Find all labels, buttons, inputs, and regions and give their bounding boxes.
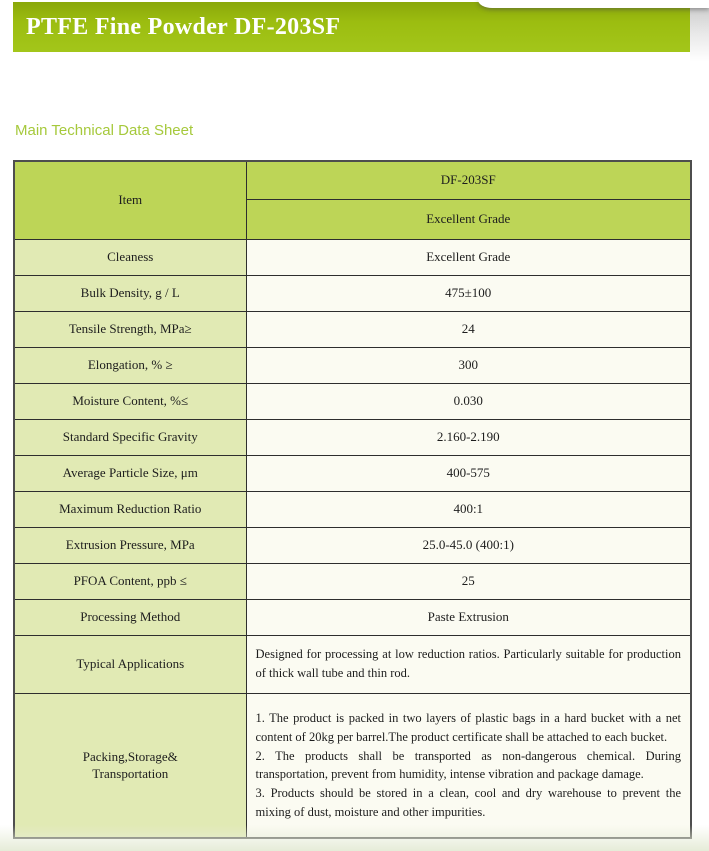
- row-extrusion-pressure: Extrusion Pressure, MPa 25.0-45.0 (400:1…: [13, 526, 692, 564]
- spec-value-cell: 25.0-45.0 (400:1): [245, 526, 692, 564]
- spec-label-cell: Bulk Density, g / L: [13, 274, 247, 312]
- spec-value-cell: Paste Extrusion: [245, 598, 692, 636]
- spec-label-cell: PFOA Content, ppb ≤: [13, 562, 247, 600]
- page-curl-overlay: [478, 0, 709, 8]
- row-moisture-content: Moisture Content, %≤ 0.030: [13, 382, 692, 420]
- spec-value-cell: 2.160-2.190: [245, 418, 692, 456]
- spec-label-cell: Extrusion Pressure, MPa: [13, 526, 247, 564]
- technical-data-table: Item DF-203SF Excellent Grade Cleaness E…: [13, 160, 692, 839]
- spec-value-cell: 400-575: [245, 454, 692, 492]
- row-pfoa-content: PFOA Content, ppb ≤ 25: [13, 562, 692, 600]
- spec-label-cell: Processing Method: [13, 598, 247, 636]
- spec-label-cell: Cleaness: [13, 238, 247, 276]
- spec-value-cell: 475±100: [245, 274, 692, 312]
- row-elongation: Elongation, % ≥ 300: [13, 346, 692, 384]
- packing-note-3: 3. Products should be stored in a clean,…: [255, 786, 682, 819]
- row-cleaness: Cleaness Excellent Grade: [13, 238, 692, 276]
- spec-value-cell: 0.030: [245, 382, 692, 420]
- packing-label-line2: Transportation: [92, 766, 169, 782]
- header-grade-cell: Excellent Grade: [245, 198, 692, 240]
- row-processing-method: Processing Method Paste Extrusion: [13, 598, 692, 636]
- spec-label-cell: Maximum Reduction Ratio: [13, 490, 247, 528]
- product-title-banner: PTFE Fine Powder DF-203SF: [13, 2, 690, 52]
- page-title: PTFE Fine Powder DF-203SF: [26, 14, 341, 40]
- spec-label-cell: Packing,Storage& Transportation: [13, 692, 247, 839]
- row-average-particle-size: Average Particle Size, μm 400-575: [13, 454, 692, 492]
- spec-label-cell: Standard Specific Gravity: [13, 418, 247, 456]
- spec-label-cell: Elongation, % ≥: [13, 346, 247, 384]
- spec-label-cell: Moisture Content, %≤: [13, 382, 247, 420]
- row-maximum-reduction-ratio: Maximum Reduction Ratio 400:1: [13, 490, 692, 528]
- packing-notes-cell: 1. The product is packed in two layers o…: [245, 692, 692, 839]
- section-heading: Main Technical Data Sheet: [15, 122, 194, 139]
- header-product-cell: DF-203SF: [245, 160, 692, 200]
- page-edge-shadow: [690, 0, 709, 62]
- spec-label-cell: Typical Applications: [13, 634, 247, 694]
- table-header-row-grade: Excellent Grade: [14, 198, 692, 240]
- row-standard-specific-gravity: Standard Specific Gravity 2.160-2.190: [13, 418, 692, 456]
- table-header-row-product: Item DF-203SF: [13, 160, 692, 240]
- row-packing-storage-transportation: Packing,Storage& Transportation 1. The p…: [13, 692, 692, 839]
- spec-value-cell: 400:1: [245, 490, 692, 528]
- packing-note-1: 1. The product is packed in two layers o…: [255, 711, 682, 744]
- header-item-cell: Item: [13, 160, 247, 240]
- spec-value-cell: 25: [245, 562, 692, 600]
- packing-note-2: 2. The products shall be transported as …: [255, 748, 682, 782]
- spec-label-cell: Average Particle Size, μm: [13, 454, 247, 492]
- spec-value-cell: Excellent Grade: [245, 238, 692, 276]
- row-bulk-density: Bulk Density, g / L 475±100: [13, 274, 692, 312]
- spec-value-cell: 300: [245, 346, 692, 384]
- row-tensile-strength: Tensile Strength, MPa≥ 24: [13, 310, 692, 348]
- typical-applications-text: Designed for processing at low reduction…: [255, 647, 682, 680]
- typical-applications-cell: Designed for processing at low reduction…: [245, 634, 692, 694]
- spec-label-cell: Tensile Strength, MPa≥: [13, 310, 247, 348]
- row-typical-applications: Typical Applications Designed for proces…: [13, 634, 692, 694]
- packing-label-line1: Packing,Storage&: [82, 748, 178, 764]
- spec-value-cell: 24: [245, 310, 692, 348]
